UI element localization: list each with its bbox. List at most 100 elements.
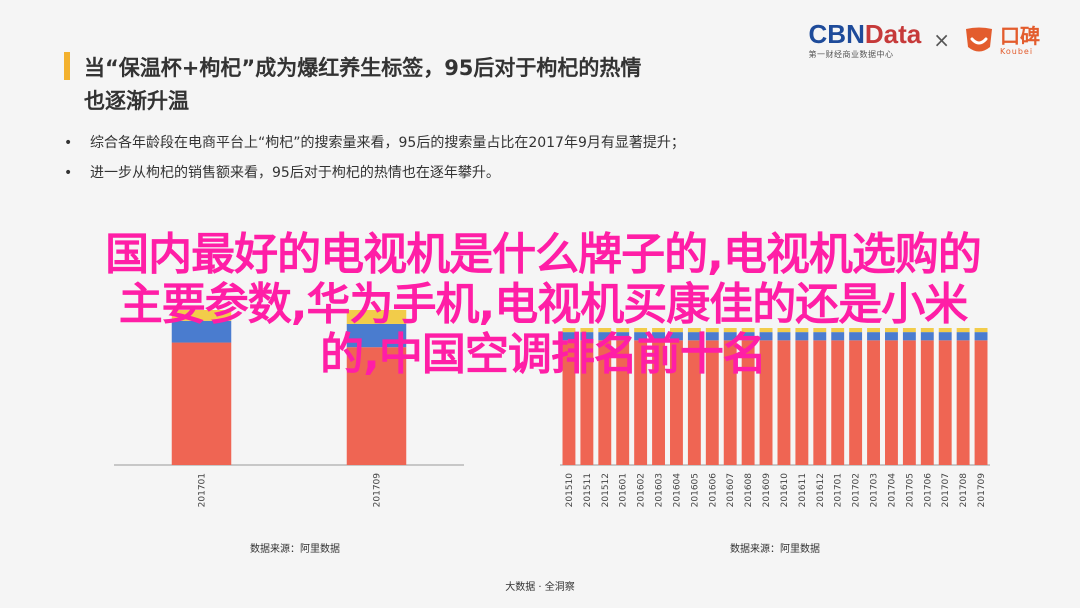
bullet-list: 综合各年龄段在电商平台上“枸杞”的搜索量来看，95后的搜索量占比在2017年9月…: [64, 128, 884, 188]
bar-segment-201608-series-3: [741, 328, 755, 333]
bar-segment-201708-series-2: [956, 332, 970, 341]
x-tick-label-201601: 201601: [619, 473, 629, 507]
left-chart-source: 数据来源：阿里数据: [250, 544, 340, 555]
bar-segment-201707-series-1: [938, 340, 952, 465]
koubei-en-text: Koubei: [1000, 46, 1034, 56]
bar-segment-201701-series-3: [831, 328, 845, 333]
bar-segment-201511-series-1: [580, 340, 594, 465]
x-tick-label-201603: 201603: [655, 473, 665, 507]
title-line-2: 也逐渐升温: [84, 89, 189, 113]
bar-segment-201609-series-1: [759, 340, 773, 465]
right-chart-source: 数据来源：阿里数据: [730, 544, 820, 555]
right-stacked-bar-chart: 201510 201511 201512 201601 201602 201603 2016…: [560, 328, 990, 508]
x-tick-label-201609: 201609: [762, 473, 772, 508]
cbndata-subtitle: 第一财经商业数据中心: [808, 49, 894, 59]
bullet-item-1: 综合各年龄段在电商平台上“枸杞”的搜索量来看，95后的搜索量占比在2017年9月…: [64, 128, 884, 158]
bar-segment-201612-series-2: [813, 332, 827, 341]
overlay-line-3: 的,中国空调排名前十名: [320, 329, 767, 380]
bar-segment-201610-series-2: [777, 332, 791, 341]
x-tick-label-201704: 201704: [887, 473, 897, 508]
bar-segment-201704-series-2: [885, 332, 898, 341]
x-tick-label-201701: 201701: [834, 473, 844, 507]
bar-segment-201701-series-2: [171, 320, 232, 343]
left-stacked-bar-chart: 201701 201709: [114, 310, 464, 508]
bar-segment-201604-series-1: [670, 340, 683, 465]
bar-segment-201703-series-1: [867, 340, 880, 465]
bullet-item-2: 进一步从枸杞的销售额来看，95后对于枸杞的热情也在逐年攀升。: [64, 158, 884, 188]
bar-segment-201510-series-1: [562, 340, 576, 465]
bar-segment-201706-series-2: [920, 332, 934, 341]
bar-segment-201704-series-3: [885, 328, 898, 333]
bar-segment-201708-series-3: [956, 328, 970, 333]
x-tick-label-201606: 201606: [708, 473, 718, 508]
headline-accent-bar: [64, 52, 70, 80]
bar-segment-201706-series-3: [920, 328, 934, 333]
bar-segment-201610-series-1: [777, 340, 791, 465]
bar-segment-201602-series-3: [634, 328, 648, 333]
bar-segment-201605-series-3: [687, 328, 701, 333]
bar-segment-201601-series-2: [616, 332, 630, 341]
bar-segment-201606-series-3: [705, 328, 719, 333]
overlay-line-2: 主要参数,华为手机,电视机买康佳的还是小米: [118, 279, 968, 330]
bar-segment-201709-series-1: [346, 347, 407, 465]
x-tick-label-201512: 201512: [601, 473, 611, 507]
overlay-line-1: 国内最好的电视机是什么牌子的,电视机选购的: [105, 229, 982, 280]
bar-segment-201709-series-2: [974, 332, 988, 341]
bar-segment-201702-series-2: [849, 332, 863, 341]
page-title: 当“保温杯+枸杞”成为爆红养生标签，95后对于枸杞的热情 也逐渐升温: [84, 52, 784, 118]
koubei-cn-text: 口碑: [1000, 23, 1040, 48]
bar-segment-201706-series-1: [920, 340, 934, 465]
bar-segment-201612-series-1: [813, 340, 827, 465]
bar-segment-201701-series-2: [831, 332, 845, 341]
bar-segment-201611-series-3: [795, 328, 809, 333]
bar-segment-201705-series-3: [902, 328, 916, 333]
bar-segment-201707-series-3: [938, 328, 952, 333]
bar-segment-201610-series-3: [777, 328, 791, 333]
x-tick-label-201709: 201709: [373, 473, 383, 508]
bar-segment-201608-series-2: [741, 332, 755, 341]
x-tick-label-201709: 201709: [977, 473, 987, 508]
bar-segment-201705-series-2: [902, 332, 916, 341]
x-tick-label-201611: 201611: [798, 473, 808, 507]
x-tick-label-201707: 201707: [941, 473, 951, 507]
bar-segment-201510-series-2: [562, 332, 576, 341]
bar-segment-201708-series-1: [956, 340, 970, 465]
bar-segment-201604-series-2: [670, 332, 683, 341]
bar-segment-201607-series-1: [723, 340, 737, 465]
koubei-logo: 口碑 Koubei: [962, 23, 1040, 57]
bar-segment-201604-series-3: [670, 328, 683, 333]
bar-segment-201601-series-3: [616, 328, 630, 333]
bar-segment-201702-series-1: [849, 340, 863, 465]
bar-segment-201510-series-3: [562, 328, 576, 333]
x-tick-label-201608: 201608: [744, 473, 754, 508]
bar-segment-201705-series-1: [902, 340, 916, 465]
x-tick-label-201705: 201705: [905, 473, 915, 507]
data-logo-text: Data: [864, 18, 922, 49]
bar-segment-201608-series-1: [741, 340, 755, 465]
bar-segment-201709-series-3: [346, 310, 407, 324]
bar-segment-201701-series-1: [831, 340, 845, 465]
overlay-banner-text: 国内最好的电视机是什么牌子的,电视机选购的 主要参数,华为手机,电视机买康佳的还…: [18, 230, 1068, 380]
bar-segment-201609-series-2: [759, 332, 773, 341]
x-tick-label-201708: 201708: [959, 473, 969, 508]
bar-segment-201512-series-2: [598, 332, 612, 341]
title-line-1: 当“保温杯+枸杞”成为爆红养生标签，95后对于枸杞的热情: [84, 56, 642, 80]
times-separator: ×: [933, 28, 950, 52]
bar-segment-201611-series-1: [795, 340, 809, 465]
bar-segment-201605-series-1: [687, 340, 701, 465]
x-tick-label-201605: 201605: [690, 473, 700, 507]
bar-segment-201703-series-3: [867, 328, 880, 333]
x-tick-label-201610: 201610: [780, 473, 790, 508]
x-tick-label-201703: 201703: [870, 473, 880, 507]
x-tick-label-201612: 201612: [816, 473, 826, 507]
bar-segment-201511-series-3: [580, 328, 594, 333]
bar-segment-201701-series-1: [171, 342, 232, 465]
bar-segment-201612-series-3: [813, 328, 827, 333]
bar-segment-201606-series-2: [705, 332, 719, 341]
bar-segment-201609-series-3: [759, 328, 773, 333]
cbn-logo-text: CBN: [808, 18, 865, 49]
bar-segment-201511-series-2: [580, 332, 594, 341]
bar-segment-201707-series-2: [938, 332, 952, 341]
footer-tagline: 大数据 · 全洞察: [505, 582, 575, 593]
